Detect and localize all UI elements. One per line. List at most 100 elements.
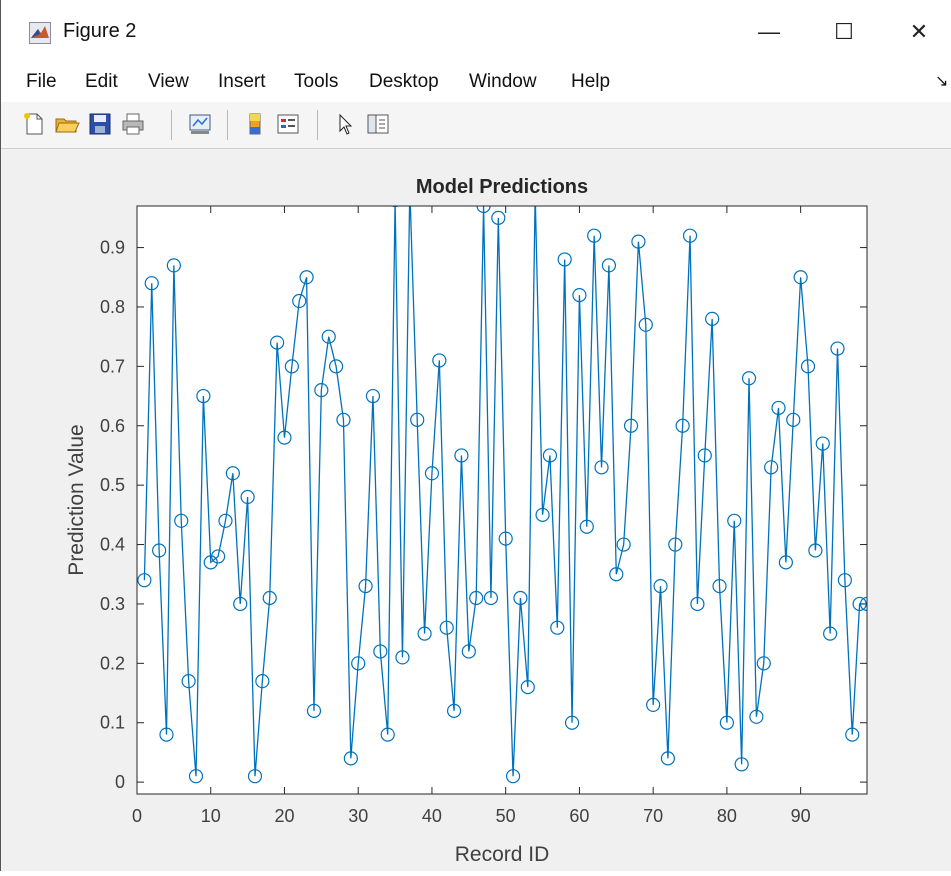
data-point[interactable] — [262, 590, 277, 606]
data-point[interactable] — [786, 412, 801, 427]
data-point[interactable] — [380, 727, 395, 742]
data-point[interactable] — [446, 703, 462, 718]
data-point[interactable] — [749, 709, 764, 724]
data-point[interactable] — [188, 769, 204, 784]
data-point[interactable] — [609, 567, 624, 582]
data-point[interactable] — [690, 596, 705, 612]
menu-tools[interactable]: Tools — [294, 71, 339, 92]
save-icon[interactable] — [87, 111, 113, 137]
data-point[interactable] — [727, 513, 742, 528]
data-point[interactable] — [719, 715, 734, 730]
data-point[interactable] — [240, 489, 255, 505]
data-point[interactable] — [815, 436, 830, 451]
title-bar[interactable]: Figure 2 — ☐ ✕ — [1, 0, 951, 64]
menu-desktop[interactable]: Desktop — [369, 71, 439, 92]
property-inspector-icon[interactable] — [365, 111, 391, 137]
data-point[interactable] — [646, 697, 661, 713]
data-point[interactable] — [705, 311, 720, 326]
data-point[interactable] — [270, 335, 285, 350]
line-chart[interactable]: Model Predictions Record ID Prediction V… — [11, 149, 951, 871]
data-point[interactable] — [491, 210, 506, 225]
data-point[interactable] — [389, 194, 402, 208]
data-point[interactable] — [852, 596, 867, 612]
print-icon[interactable] — [120, 111, 146, 137]
data-point[interactable] — [284, 359, 299, 374]
minimize-button[interactable]: — — [758, 19, 780, 44]
data-point[interactable] — [314, 383, 329, 398]
data-point[interactable] — [225, 466, 240, 481]
menu-insert[interactable]: Insert — [218, 71, 266, 92]
data-point[interactable] — [579, 519, 594, 534]
data-point[interactable] — [823, 626, 838, 641]
data-point[interactable] — [587, 228, 602, 243]
edit-plot-icon[interactable] — [332, 111, 358, 137]
link-plot-icon[interactable] — [187, 111, 213, 137]
menu-window[interactable]: Window — [469, 71, 537, 92]
data-point[interactable] — [631, 234, 646, 249]
plot-area[interactable] — [137, 206, 867, 794]
data-point[interactable] — [306, 703, 322, 718]
new-figure-icon[interactable] — [21, 111, 47, 137]
data-point[interactable] — [403, 182, 416, 195]
data-point[interactable] — [520, 679, 535, 695]
data-point[interactable] — [328, 359, 344, 374]
data-point[interactable] — [432, 353, 447, 368]
data-point[interactable] — [439, 620, 454, 635]
data-point[interactable] — [211, 549, 226, 564]
data-point[interactable] — [623, 418, 639, 433]
data-point[interactable] — [292, 293, 307, 309]
data-point[interactable] — [152, 543, 167, 558]
maximize-button[interactable]: ☐ — [834, 19, 854, 44]
data-point[interactable] — [594, 460, 609, 475]
data-point[interactable] — [778, 555, 793, 570]
dock-arrow-icon[interactable]: ↘ — [935, 73, 949, 90]
data-point[interactable] — [410, 412, 425, 427]
data-point[interactable] — [682, 228, 698, 243]
data-point[interactable] — [741, 371, 757, 386]
data-point[interactable] — [255, 674, 270, 689]
data-point[interactable] — [845, 727, 860, 742]
data-point[interactable] — [513, 590, 528, 606]
data-point[interactable] — [365, 388, 381, 404]
data-point[interactable] — [166, 258, 181, 273]
data-point[interactable] — [424, 466, 440, 481]
data-point[interactable] — [181, 674, 196, 689]
data-point[interactable] — [343, 751, 358, 766]
data-point[interactable] — [697, 448, 712, 463]
data-point[interactable] — [837, 573, 852, 588]
close-button[interactable]: ✕ — [909, 19, 929, 44]
data-point[interactable] — [358, 579, 373, 594]
data-point[interactable] — [830, 341, 845, 356]
data-point[interactable] — [800, 359, 816, 374]
data-point[interactable] — [808, 543, 823, 558]
data-point[interactable] — [712, 579, 727, 594]
data-point[interactable] — [321, 329, 336, 344]
data-point[interactable] — [196, 388, 211, 404]
data-point[interactable] — [756, 656, 771, 671]
data-point[interactable] — [395, 650, 410, 665]
data-point[interactable] — [572, 287, 587, 303]
insert-legend-icon[interactable] — [275, 111, 301, 137]
data-point[interactable] — [218, 513, 233, 528]
data-point[interactable] — [859, 596, 874, 612]
data-point[interactable] — [174, 513, 189, 528]
data-point[interactable] — [868, 716, 881, 729]
data-point[interactable] — [277, 430, 292, 445]
data-point[interactable] — [144, 276, 159, 291]
data-point[interactable] — [542, 448, 558, 463]
data-point[interactable] — [483, 590, 499, 606]
data-point[interactable] — [373, 644, 388, 659]
data-point[interactable] — [601, 258, 617, 273]
data-point[interactable] — [247, 769, 263, 784]
data-point[interactable] — [616, 537, 631, 552]
insert-colorbar-icon[interactable] — [242, 111, 268, 137]
data-point[interactable] — [653, 579, 668, 594]
data-point[interactable] — [557, 252, 572, 267]
data-point[interactable] — [336, 412, 351, 427]
data-point[interactable] — [771, 400, 786, 416]
data-point[interactable] — [299, 270, 314, 285]
data-point[interactable] — [535, 507, 550, 522]
data-point[interactable] — [476, 200, 491, 214]
menu-help[interactable]: Help — [571, 71, 611, 92]
menu-file[interactable]: File — [26, 71, 57, 92]
